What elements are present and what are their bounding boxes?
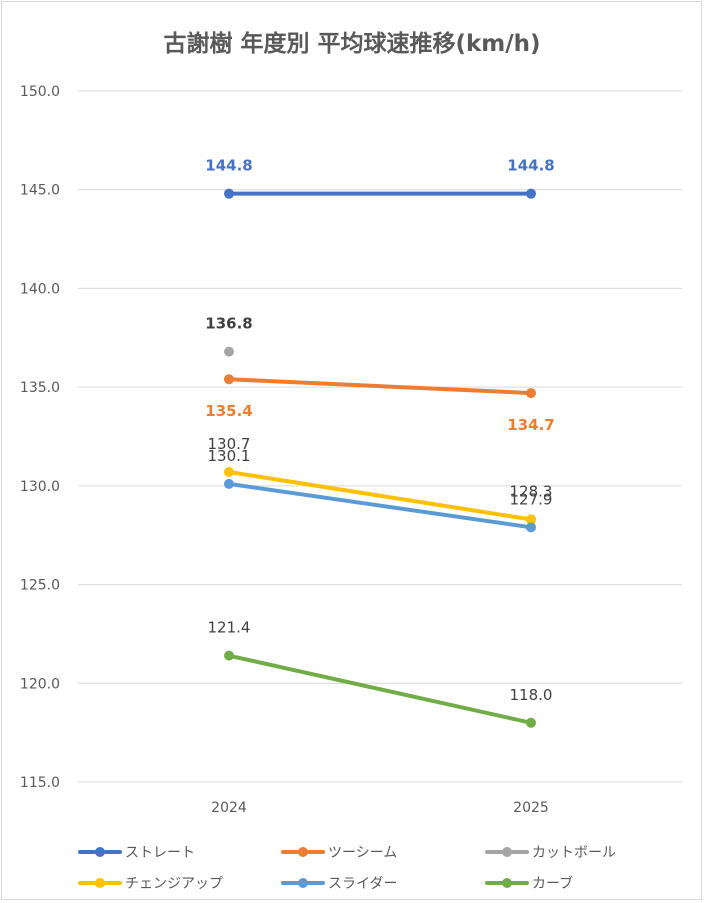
data-label: 144.8 xyxy=(507,157,554,175)
legend-marker xyxy=(298,847,308,857)
data-point xyxy=(224,467,234,478)
data-point xyxy=(224,374,234,385)
legend-label: カーブ xyxy=(532,875,573,892)
y-tick-label: 120.0 xyxy=(20,676,60,692)
gridlines xyxy=(78,90,682,783)
legend-label: カットボール xyxy=(532,845,616,861)
series-6 xyxy=(224,650,536,728)
series-2 xyxy=(224,374,536,399)
data-point xyxy=(224,478,234,489)
data-label: 130.1 xyxy=(208,447,251,465)
data-point xyxy=(526,717,536,728)
data-point xyxy=(224,346,234,357)
series-line xyxy=(227,470,533,522)
data-point xyxy=(526,188,536,199)
legend-marker xyxy=(95,847,105,857)
series-4 xyxy=(224,467,536,525)
data-label: 121.4 xyxy=(208,619,251,637)
y-tick-label: 135.0 xyxy=(20,380,60,396)
series-lines xyxy=(224,188,536,728)
x-tick-label: 2025 xyxy=(513,800,549,816)
x-axis-ticks: 2024 2025 xyxy=(211,800,549,816)
legend-marker xyxy=(298,878,308,888)
y-tick-label: 145.0 xyxy=(20,183,60,199)
series-line xyxy=(227,481,533,530)
y-axis-ticks: 115.0 120.0 125.0 130.0 135.0 140.0 145.0 150.0 xyxy=(20,84,60,791)
data-point xyxy=(526,514,536,525)
legend-marker xyxy=(95,878,105,888)
series-5 xyxy=(224,478,536,533)
y-tick-label: 125.0 xyxy=(20,578,60,594)
x-tick-label: 2024 xyxy=(211,800,247,816)
data-label: 118.0 xyxy=(510,686,553,704)
legend-item: スライダー xyxy=(281,876,397,892)
legend-label: ストレート xyxy=(125,845,195,861)
y-tick-label: 115.0 xyxy=(20,775,60,791)
legend-item: カーブ xyxy=(485,875,573,892)
series-line xyxy=(227,653,533,725)
data-label: 134.7 xyxy=(507,416,554,434)
series-3 xyxy=(224,346,234,357)
data-label: 136.8 xyxy=(205,315,252,333)
y-tick-label: 140.0 xyxy=(20,281,60,297)
legend-item: カットボール xyxy=(485,845,616,861)
data-label: 135.4 xyxy=(205,402,252,420)
data-point xyxy=(526,388,536,399)
legend-label: ツーシーム xyxy=(328,845,397,861)
data-point xyxy=(224,650,234,661)
series-line xyxy=(227,377,533,396)
legend-item: チェンジアップ xyxy=(78,876,223,892)
data-label: 127.9 xyxy=(510,490,553,508)
chart-title: 古謝樹 年度別 平均球速推移(km/h) xyxy=(163,30,540,57)
data-point xyxy=(224,188,234,199)
data-label: 128.3 xyxy=(510,482,553,500)
y-tick-label: 150.0 xyxy=(20,84,60,100)
y-tick-label: 130.0 xyxy=(20,479,60,495)
data-label: 130.7 xyxy=(208,435,251,453)
legend-label: チェンジアップ xyxy=(125,876,223,892)
legend-marker xyxy=(502,847,512,857)
data-point xyxy=(526,522,536,533)
series-1 xyxy=(224,188,536,199)
legend-item: ツーシーム xyxy=(281,845,397,861)
legend-label: スライダー xyxy=(328,876,397,892)
legend-item: ストレート xyxy=(78,845,195,861)
legend-marker xyxy=(502,878,512,888)
data-label: 144.8 xyxy=(205,157,252,175)
data-labels: 144.8 144.8 135.4 134.7 136.8 130.7 128.3 130.1… xyxy=(205,157,554,704)
